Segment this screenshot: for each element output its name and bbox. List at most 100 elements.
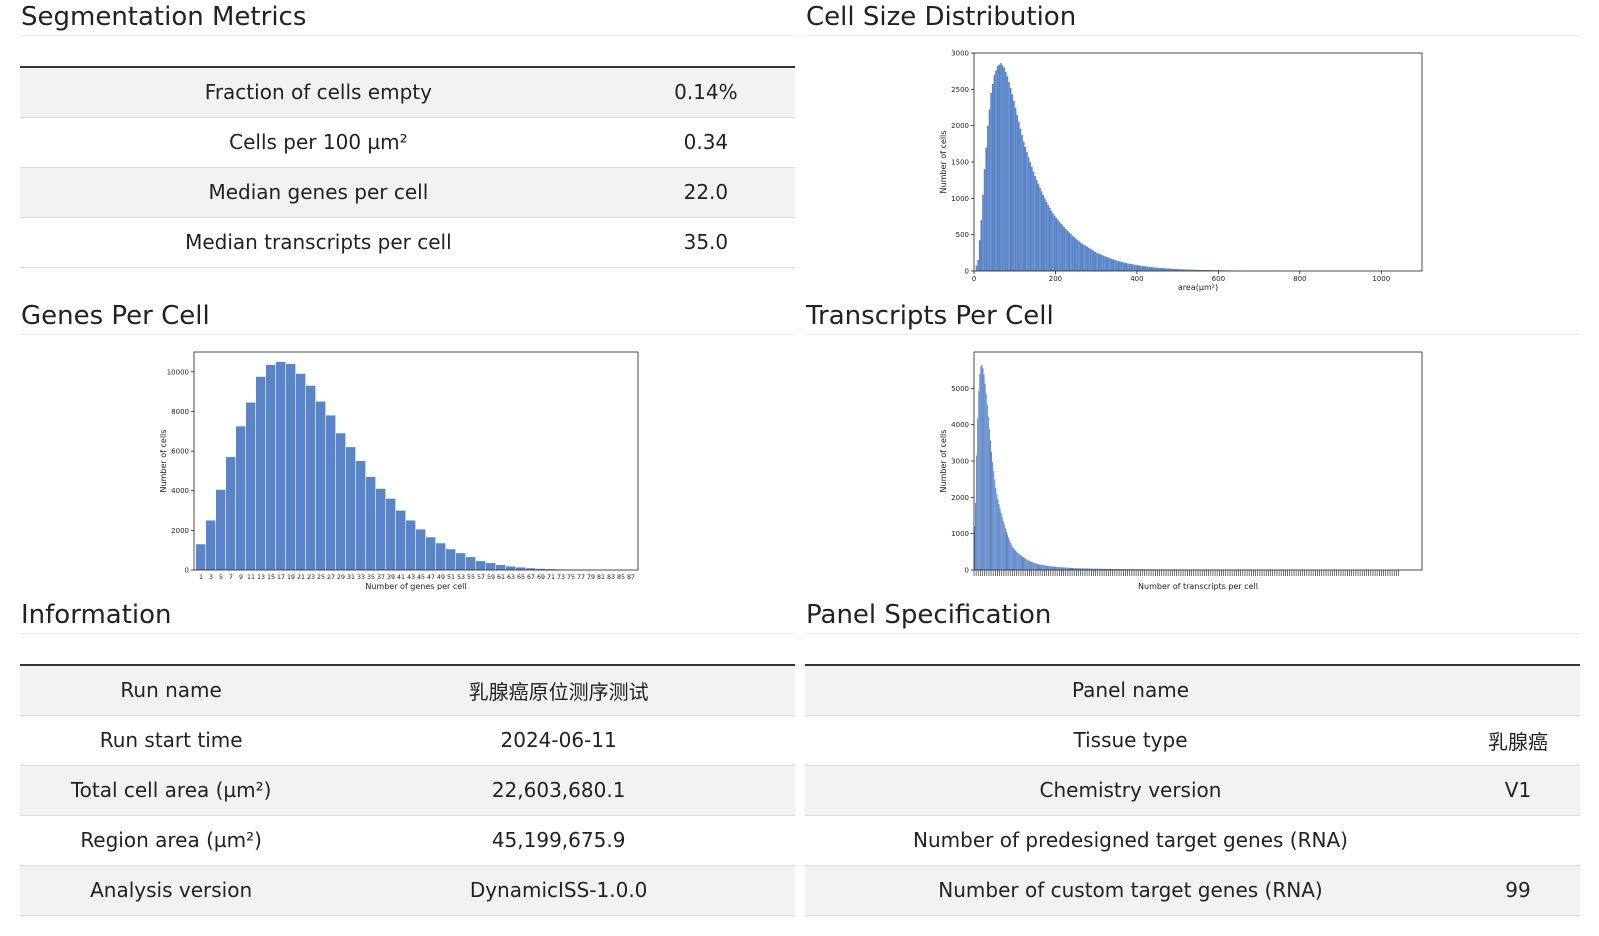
histogram-bar [1025, 558, 1027, 570]
histogram-bar [1017, 121, 1020, 271]
histogram-bar [1110, 568, 1112, 570]
table-row: Median genes per cell 22.0 [20, 167, 795, 218]
histogram-bar [1087, 568, 1089, 570]
x-tick-label: 53 [457, 574, 465, 581]
histogram-bar [1063, 567, 1065, 570]
histogram-bar [1013, 548, 1015, 570]
table-row: Region area (µm²) 45,199,675.9 [20, 815, 795, 866]
x-tick-label: 33 [357, 574, 365, 581]
row-label: Number of custom target genes (RNA) [805, 865, 1456, 916]
table-row: Run start time 2024-06-11 [20, 715, 795, 766]
row-label: Total cell area (µm²) [20, 765, 323, 816]
x-tick-label: 81 [597, 574, 605, 581]
bar [496, 565, 506, 570]
histogram-bar [1078, 241, 1080, 271]
histogram-bar [1119, 569, 1121, 570]
histogram-bar [1118, 569, 1119, 570]
row-value: 35.0 [616, 217, 795, 268]
x-tick-label: 25 [317, 574, 325, 581]
histogram-bar [990, 441, 991, 570]
row-value: 0.34 [616, 117, 795, 168]
bar [356, 461, 366, 570]
histogram-bar [1171, 268, 1173, 271]
bar [446, 549, 456, 570]
x-tick-label: 55 [467, 574, 475, 581]
histogram-bar [1029, 561, 1031, 570]
histogram-bar [1078, 568, 1080, 570]
x-tick-label: 19 [287, 574, 295, 581]
x-tick-label: 3 [209, 574, 213, 581]
bar [436, 543, 446, 570]
histogram-bar [1128, 569, 1130, 570]
histogram-bar [1202, 269, 1204, 271]
histogram-bar [998, 64, 1001, 271]
table-row: Number of custom target genes (RNA) 99 [805, 865, 1580, 916]
histogram-bar [1006, 76, 1009, 272]
row-label: Fraction of cells empty [20, 67, 617, 118]
histogram-bar [1002, 520, 1004, 570]
histogram-bar [1206, 270, 1209, 271]
histogram-bar [988, 109, 991, 271]
histogram-bar [994, 479, 996, 570]
histogram-bar [985, 393, 987, 570]
histogram-bar [975, 265, 978, 271]
histogram-bar [1122, 262, 1124, 271]
histogram-bar [983, 169, 986, 271]
histogram-bar [1003, 67, 1005, 272]
histogram-bar [1083, 244, 1085, 271]
row-value: 乳腺癌 [1456, 715, 1580, 766]
histogram-bar [1035, 563, 1037, 570]
histogram-bar [1023, 557, 1025, 570]
histogram-bar [1210, 270, 1212, 271]
histogram-bar [1030, 561, 1032, 570]
histogram-bar [1075, 568, 1077, 570]
x-tick-label: 69 [537, 574, 545, 581]
segmentation-metrics-title: Segmentation Metrics [20, 0, 795, 36]
histogram-bar [1123, 569, 1125, 570]
bar [426, 537, 436, 570]
table-row: Total cell area (µm²) 22,603,680.1 [20, 765, 795, 816]
histogram-bar [1104, 256, 1106, 271]
x-tick-label: 200 [1049, 275, 1062, 283]
histogram-bar [1090, 568, 1092, 570]
histogram-bar [1161, 268, 1163, 271]
x-tick-label: 29 [337, 574, 345, 581]
y-tick-label: 2000 [951, 494, 969, 502]
histogram-bar [1055, 217, 1058, 271]
histogram-bar [980, 220, 983, 271]
row-label: Analysis version [20, 865, 323, 916]
histogram-bar [1010, 542, 1012, 570]
histogram-bar [1097, 253, 1100, 271]
x-tick-label: 41 [397, 574, 405, 581]
x-tick-label: 73 [557, 574, 565, 581]
histogram-bar [1159, 267, 1162, 271]
row-label: Run start time [20, 715, 323, 766]
histogram-bar [1205, 270, 1207, 271]
genes-per-cell-title: Genes Per Cell [20, 299, 795, 335]
histogram-bar [1091, 249, 1093, 271]
histogram-bar [1056, 566, 1058, 570]
histogram-bar [1158, 267, 1160, 271]
histogram-bar [1057, 566, 1059, 570]
histogram-bar [1185, 269, 1188, 271]
x-tick-label: 61 [497, 574, 505, 581]
histogram-bar [1141, 265, 1144, 271]
histogram-bar [1061, 567, 1063, 570]
histogram-bar [1133, 264, 1136, 271]
genes-per-cell-chart: 0 2000 4000 6000 8000 10000 Number of cells Num… [159, 351, 639, 591]
histogram-bar [1053, 215, 1056, 271]
bar [266, 364, 276, 570]
histogram-bar [974, 526, 975, 570]
histogram-bar [1038, 564, 1039, 570]
histogram-bar [1016, 552, 1018, 570]
histogram-bar [1066, 567, 1068, 570]
histogram-bar [1180, 269, 1183, 271]
plot-frame [973, 52, 1423, 272]
histogram-bar [978, 391, 980, 570]
histogram-bar [1009, 87, 1012, 271]
histogram-bar [1043, 565, 1045, 570]
segmentation-metrics-panel: Segmentation Metrics Fraction of cells e… [20, 0, 795, 268]
histogram-bar [1095, 568, 1097, 570]
panel-specification-table: Panel name Tissue type 乳腺癌 Chemistry versio… [805, 664, 1580, 916]
histogram-bar [1058, 221, 1061, 271]
